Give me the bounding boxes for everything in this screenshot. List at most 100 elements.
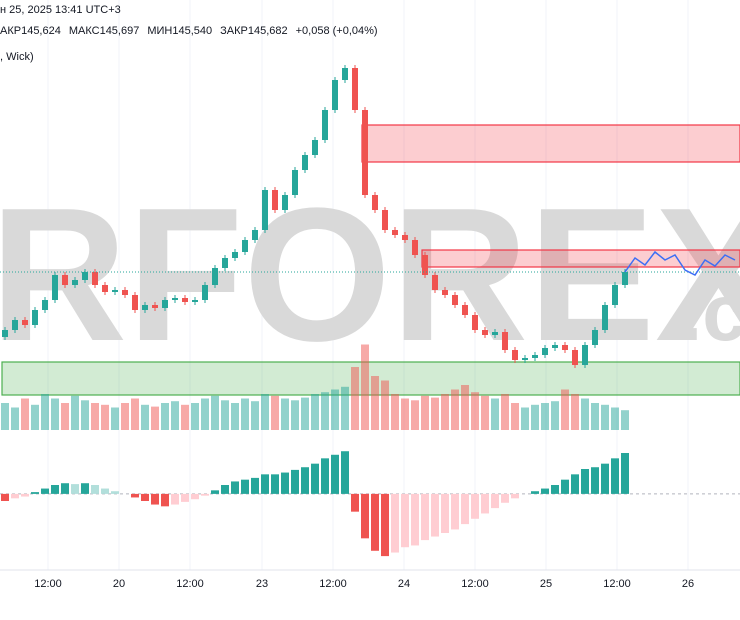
x-tick-label: 20 xyxy=(113,578,125,590)
oscillator-bar xyxy=(491,493,499,509)
forecast-line xyxy=(624,250,736,276)
oscillator-bar xyxy=(411,493,419,546)
candle-body xyxy=(552,345,558,348)
oscillator-bar xyxy=(211,490,219,494)
candle-body xyxy=(232,252,238,258)
candle-body xyxy=(72,280,78,285)
candle-body xyxy=(572,350,578,365)
candle-body xyxy=(192,300,198,302)
candle-body xyxy=(422,255,428,275)
volume-bar xyxy=(21,398,29,430)
volume-bar xyxy=(611,407,619,430)
oscillator-bar xyxy=(301,467,309,494)
volume-bar xyxy=(451,389,459,430)
oscillator-bar xyxy=(561,479,569,494)
volume-bar xyxy=(11,407,19,430)
candle-body xyxy=(42,300,48,310)
volume-bar xyxy=(1,403,9,430)
header-value: +0,058 (+0,04%) xyxy=(296,25,378,37)
volume-bar xyxy=(161,403,169,430)
oscillator-bar xyxy=(421,493,429,541)
volume-bar xyxy=(341,386,349,430)
x-tick-label: 12:00 xyxy=(461,578,489,590)
candle-body xyxy=(412,240,418,255)
volume-bar xyxy=(571,394,579,430)
volume-bar xyxy=(141,404,149,430)
volume-bar xyxy=(521,407,529,430)
candle-body xyxy=(472,315,478,330)
volume-bar xyxy=(471,392,479,430)
candle-body xyxy=(602,305,608,330)
candle-body xyxy=(152,305,158,308)
oscillator-bar xyxy=(141,493,149,501)
volume-bar xyxy=(361,344,369,430)
watermark-suffix: .c xyxy=(680,268,740,357)
candle-body xyxy=(582,345,588,365)
volume-bar xyxy=(101,404,109,430)
oscillator-bar xyxy=(601,463,609,494)
volume-bar xyxy=(51,398,59,430)
candle-body xyxy=(442,290,448,295)
oscillator-bar xyxy=(111,491,119,494)
candle-body xyxy=(32,310,38,325)
candle-body xyxy=(112,290,118,292)
oscillator-bar xyxy=(31,492,39,494)
candle-body xyxy=(92,272,98,285)
candle-body xyxy=(172,298,178,300)
oscillator-bar xyxy=(271,474,279,494)
header-value: МИН145,540 xyxy=(147,25,212,37)
candle-body xyxy=(282,195,288,210)
oscillator-bar xyxy=(541,488,549,494)
candle-body xyxy=(102,285,108,292)
volume-bar xyxy=(321,392,329,430)
candle-body xyxy=(522,358,528,360)
oscillator-bar xyxy=(131,493,139,498)
candle-body xyxy=(492,332,498,335)
x-tick-label: 12:00 xyxy=(34,578,62,590)
oscillator-bar xyxy=(391,493,399,553)
volume-bar xyxy=(491,398,499,430)
oscillator-bar xyxy=(261,474,269,494)
candle-body xyxy=(452,295,458,305)
oscillator-bar xyxy=(21,493,29,497)
volume-bar xyxy=(251,401,259,430)
volume-bar xyxy=(291,400,299,430)
volume-bar xyxy=(171,401,179,430)
candle-body xyxy=(342,68,348,80)
candle-body xyxy=(512,350,518,360)
header-value: МАКС145,697 xyxy=(69,25,140,37)
candle-body xyxy=(402,235,408,240)
candle-body xyxy=(312,140,318,155)
oscillator-bar xyxy=(371,493,379,551)
oscillator-bar xyxy=(321,458,329,494)
candle-body xyxy=(242,240,248,252)
oscillator-bar xyxy=(51,485,59,494)
volume-bar xyxy=(241,398,249,430)
candle-body xyxy=(432,275,438,290)
oscillator-bar xyxy=(11,493,19,499)
oscillator-bar xyxy=(621,453,629,494)
candle-body xyxy=(322,110,328,140)
volume-bar xyxy=(191,403,199,430)
volume-bar xyxy=(271,395,279,430)
candle-body xyxy=(182,298,188,302)
candle-body xyxy=(482,330,488,335)
candle-body xyxy=(532,355,538,358)
candle-body xyxy=(142,305,148,310)
volume-bar xyxy=(231,403,239,430)
volume-bar xyxy=(581,398,589,430)
oscillator-bar xyxy=(591,467,599,494)
volume-bar xyxy=(591,403,599,430)
oscillator-bar xyxy=(161,493,169,507)
candle-body xyxy=(202,285,208,300)
oscillator-bar xyxy=(331,454,339,494)
candle-body xyxy=(622,272,628,285)
volume-bar xyxy=(261,394,269,430)
candle-body xyxy=(332,80,338,110)
zone xyxy=(361,124,740,163)
header-value: АКР145,624 xyxy=(0,25,61,37)
oscillator-bar xyxy=(401,493,409,548)
oscillator-bar xyxy=(511,493,519,499)
volume-bar xyxy=(531,404,539,430)
